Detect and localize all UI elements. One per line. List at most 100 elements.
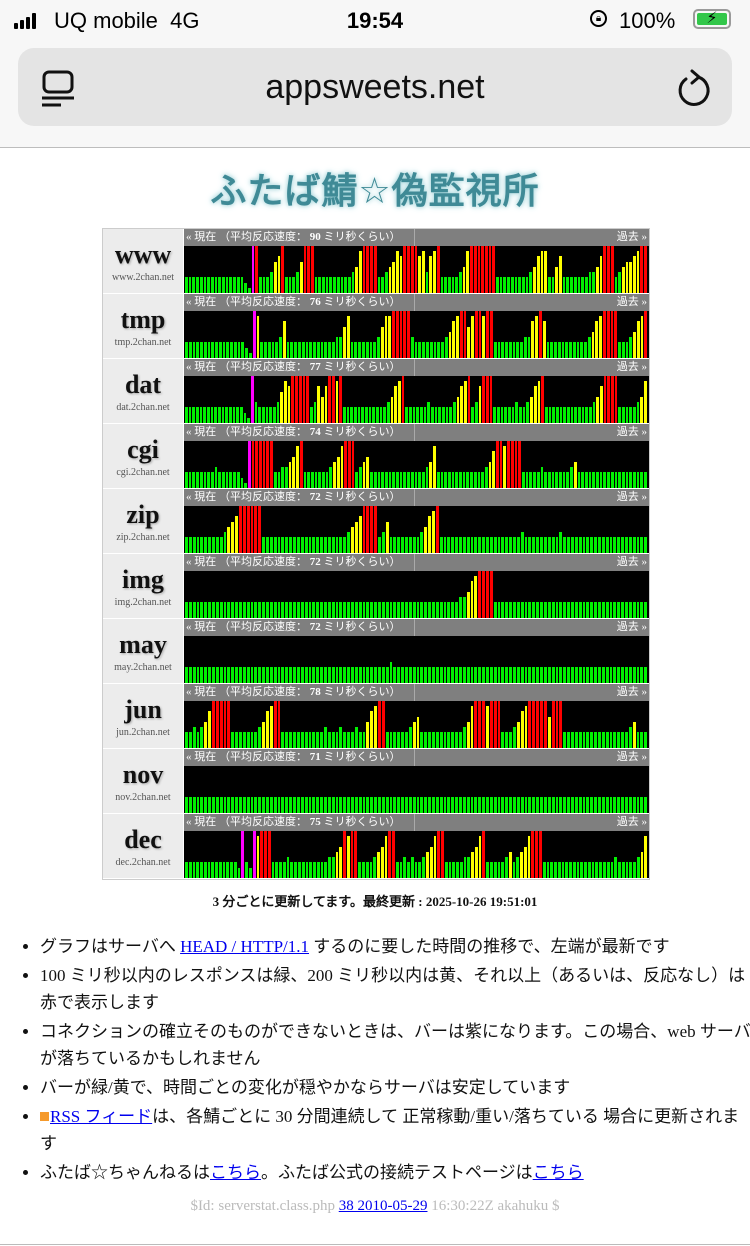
response-bar	[316, 862, 321, 878]
response-bar	[188, 342, 193, 358]
graph-header: « 現在 （平均反応速度： 72 ミリ秒くらい） 過去 »	[184, 489, 649, 506]
tabs-icon[interactable]	[41, 70, 75, 108]
futaba-link[interactable]: こちら	[210, 1163, 261, 1182]
response-bar	[200, 797, 205, 813]
response-bar	[628, 727, 633, 748]
response-bar	[511, 407, 516, 423]
response-bar	[566, 277, 571, 293]
response-bar	[429, 461, 434, 488]
response-bar	[339, 727, 344, 748]
response-bar	[320, 862, 325, 878]
response-bar	[284, 277, 289, 293]
url-text[interactable]: appsweets.net	[265, 68, 485, 106]
response-bar	[247, 287, 252, 293]
header-prefix: « 現在 （平均反応速度：	[186, 621, 310, 633]
reload-icon[interactable]	[674, 68, 714, 108]
response-bar	[451, 277, 456, 293]
response-bar	[482, 797, 487, 813]
note-text: 。ふたば公式の接続テストページは	[261, 1163, 533, 1182]
past-label: 過去 »	[616, 751, 647, 763]
response-bar	[587, 337, 592, 358]
response-bar	[501, 342, 506, 358]
server-label: zip zip.2chan.net	[103, 489, 184, 554]
connection-test-link[interactable]: こちら	[532, 1163, 584, 1182]
response-bar	[540, 467, 545, 488]
response-bar	[242, 506, 247, 553]
response-bar	[347, 602, 351, 618]
response-bar	[377, 337, 381, 358]
response-bar	[424, 602, 429, 618]
response-bar	[535, 316, 539, 358]
response-bar	[262, 537, 267, 553]
response-bar	[614, 472, 619, 488]
response-bar	[462, 667, 467, 683]
notes-list: グラフはサーバへ HEAD / HTTP/1.1 するのに要した時間の推移で、左…	[0, 933, 750, 1188]
response-bar	[301, 342, 306, 358]
response-bar	[580, 342, 585, 358]
response-bar	[477, 246, 482, 293]
response-bar	[235, 797, 240, 813]
response-bar	[262, 277, 267, 293]
response-bar	[509, 667, 514, 683]
response-bar	[404, 602, 409, 618]
average-ms: 78	[309, 686, 321, 698]
response-bar	[410, 857, 415, 878]
response-bar	[586, 667, 591, 683]
server-label: may may.2chan.net	[103, 619, 184, 684]
response-bar	[535, 831, 539, 878]
response-bar	[606, 862, 611, 878]
response-bar	[246, 506, 251, 553]
response-bar	[474, 797, 479, 813]
response-bar	[471, 851, 475, 878]
response-bar	[359, 251, 363, 293]
response-bar	[351, 441, 356, 488]
response-bar	[426, 342, 430, 358]
response-bar	[563, 732, 568, 748]
rss-feed-link[interactable]: RSS フィード	[50, 1107, 153, 1126]
response-bar	[482, 667, 487, 683]
response-bar	[251, 376, 255, 423]
response-bar	[482, 571, 487, 618]
response-bar	[392, 472, 397, 488]
response-bar	[467, 326, 472, 358]
response-bar	[530, 396, 534, 423]
response-bar	[271, 342, 276, 358]
response-bar	[474, 667, 479, 683]
response-bar	[621, 667, 625, 683]
note-text: は、各鯖ごとに 30 分間連続して 正常稼動/重い/落ちている 場合に更新されま…	[40, 1107, 740, 1153]
response-bar	[343, 602, 348, 618]
response-bar	[436, 472, 441, 488]
address-bar[interactable]: appsweets.net	[18, 48, 732, 126]
page-title: ふたば鯖☆偽監視所	[210, 171, 540, 212]
carrier-label: UQ mobile 4G	[54, 8, 200, 34]
response-bar	[403, 472, 408, 488]
response-bar	[296, 446, 300, 488]
response-bar	[243, 412, 248, 423]
head-http-link[interactable]: HEAD / HTTP/1.1	[180, 937, 310, 956]
revision-link[interactable]: 38 2010-05-29	[338, 1198, 428, 1214]
response-bar	[246, 602, 251, 618]
response-bar	[636, 251, 641, 293]
response-bar	[377, 667, 382, 683]
response-bar	[486, 667, 490, 683]
response-bar	[520, 532, 525, 553]
response-bar	[401, 667, 405, 683]
response-bar	[473, 246, 478, 293]
response-bar	[215, 797, 220, 813]
clock: 19:54	[346, 8, 404, 33]
response-bar	[455, 667, 460, 683]
response-bar	[538, 311, 543, 358]
response-bar	[540, 701, 544, 748]
response-bar	[463, 857, 468, 878]
response-bar	[513, 667, 517, 683]
response-bar	[308, 602, 313, 618]
response-bar	[301, 862, 306, 878]
response-bar	[358, 797, 363, 813]
response-bar	[258, 602, 263, 618]
response-bar	[229, 277, 234, 293]
response-bar	[613, 667, 618, 683]
response-bar	[192, 342, 197, 358]
response-bar	[585, 407, 589, 423]
response-bar	[350, 831, 355, 878]
response-bar	[629, 261, 634, 293]
